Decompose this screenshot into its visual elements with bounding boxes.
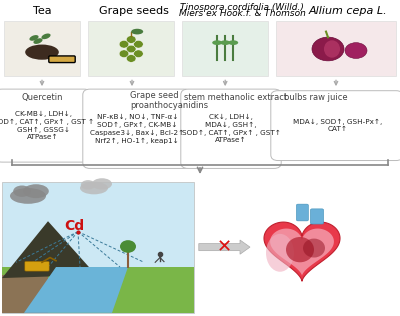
Ellipse shape <box>220 40 230 45</box>
Ellipse shape <box>30 35 38 41</box>
Ellipse shape <box>92 178 112 190</box>
Ellipse shape <box>266 234 294 272</box>
Text: Allium cepa L.: Allium cepa L. <box>309 6 387 16</box>
Text: CK↓, LDH↓,
MDA↓, GSH↑,
SOD↑, CAT↑, GPx↑ , GST↑
ATPase↑: CK↓, LDH↓, MDA↓, GSH↑, SOD↑, CAT↑, GPx↑ … <box>182 114 281 143</box>
FancyBboxPatch shape <box>0 89 91 162</box>
Ellipse shape <box>81 180 95 190</box>
Text: CK-MB↓, LDH↓,
SOD↑, CAT↑, GPx↑ , GST ↑
GSH↑, GSSG↓
ATPase↑: CK-MB↓, LDH↓, SOD↑, CAT↑, GPx↑ , GST ↑ G… <box>0 111 94 140</box>
Ellipse shape <box>324 40 340 58</box>
Ellipse shape <box>13 185 31 197</box>
Ellipse shape <box>286 237 314 262</box>
Ellipse shape <box>10 188 46 204</box>
Circle shape <box>134 40 143 48</box>
FancyBboxPatch shape <box>2 182 194 313</box>
Text: Quercetin: Quercetin <box>21 93 63 102</box>
Ellipse shape <box>345 43 367 58</box>
Text: NF-κB↓, NO↓, TNF-α↓
SOD↑, GPx↑, CK-MB↓
Caspase3↓, Bax↓, Bcl-2↑
Nrf2↑, HO-1↑, kea: NF-κB↓, NO↓, TNF-α↓ SOD↑, GPx↑, CK-MB↓ C… <box>90 114 184 143</box>
Polygon shape <box>24 267 128 313</box>
Polygon shape <box>199 240 250 254</box>
Text: Grape seeds: Grape seeds <box>99 6 169 16</box>
Ellipse shape <box>25 45 59 60</box>
Ellipse shape <box>131 29 143 34</box>
FancyBboxPatch shape <box>182 21 268 76</box>
FancyBboxPatch shape <box>276 21 396 76</box>
Ellipse shape <box>212 40 222 45</box>
Text: ✕: ✕ <box>217 238 232 256</box>
Circle shape <box>126 45 136 53</box>
Text: Miers ex Hook.f. & Thomson: Miers ex Hook.f. & Thomson <box>178 9 306 18</box>
Text: MDA↓, SOD↑, GSH-Px↑,
CAT↑: MDA↓, SOD↑, GSH-Px↑, CAT↑ <box>292 118 382 132</box>
FancyBboxPatch shape <box>88 21 174 76</box>
Text: Grape seed
proanthocyanidins: Grape seed proanthocyanidins <box>130 91 208 110</box>
Circle shape <box>126 55 136 62</box>
Polygon shape <box>264 222 340 281</box>
Text: stem methanolic extract: stem methanolic extract <box>184 93 287 102</box>
Polygon shape <box>2 275 48 313</box>
Circle shape <box>119 40 129 48</box>
FancyBboxPatch shape <box>25 261 49 271</box>
FancyBboxPatch shape <box>181 89 281 168</box>
Ellipse shape <box>303 239 325 258</box>
Polygon shape <box>270 228 334 276</box>
Circle shape <box>134 50 143 58</box>
FancyBboxPatch shape <box>2 267 194 313</box>
Text: Tinospora cordifolia (Willd.): Tinospora cordifolia (Willd.) <box>180 3 304 12</box>
FancyBboxPatch shape <box>4 21 80 76</box>
Ellipse shape <box>312 37 344 61</box>
FancyBboxPatch shape <box>271 91 400 161</box>
FancyBboxPatch shape <box>310 209 324 224</box>
Ellipse shape <box>23 184 49 198</box>
Circle shape <box>126 36 136 43</box>
Text: bulbs raw juice: bulbs raw juice <box>284 93 348 102</box>
FancyBboxPatch shape <box>49 56 75 63</box>
Ellipse shape <box>120 240 136 253</box>
FancyBboxPatch shape <box>83 89 191 168</box>
Ellipse shape <box>42 33 50 39</box>
Ellipse shape <box>34 38 42 44</box>
Polygon shape <box>2 221 96 278</box>
Ellipse shape <box>80 182 108 194</box>
Circle shape <box>119 50 129 58</box>
Text: Tea: Tea <box>33 6 51 16</box>
FancyBboxPatch shape <box>296 204 308 221</box>
Ellipse shape <box>228 40 238 45</box>
Text: Cd: Cd <box>64 219 84 233</box>
